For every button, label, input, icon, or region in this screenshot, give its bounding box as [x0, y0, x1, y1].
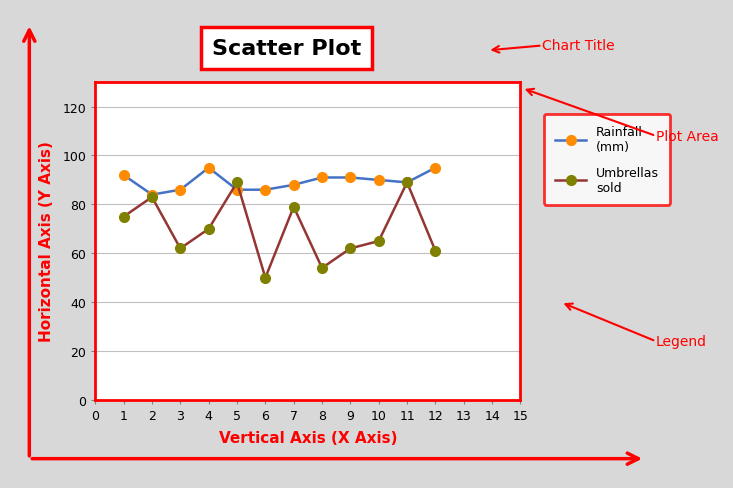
Rainfall
(mm): [119, 173, 128, 179]
Umbrellas
sold: [205, 226, 213, 232]
Umbrellas
sold: [119, 214, 128, 220]
Umbrellas
sold: [290, 204, 298, 210]
Y-axis label: Horizontal Axis (Y Axis): Horizontal Axis (Y Axis): [39, 142, 54, 342]
Rainfall
(mm): [147, 192, 156, 198]
Umbrellas
sold: [232, 180, 241, 186]
Umbrellas
sold: [402, 180, 411, 186]
Text: Legend: Legend: [656, 335, 707, 348]
Legend: Rainfall
(mm), Umbrellas
sold: Rainfall (mm), Umbrellas sold: [544, 115, 671, 205]
Umbrellas
sold: [147, 195, 156, 201]
Umbrellas
sold: [176, 246, 185, 252]
Rainfall
(mm): [261, 187, 270, 193]
Rainfall
(mm): [176, 187, 185, 193]
Rainfall
(mm): [431, 165, 440, 171]
Umbrellas
sold: [346, 246, 355, 252]
Rainfall
(mm): [232, 187, 241, 193]
X-axis label: Vertical Axis (X Axis): Vertical Axis (X Axis): [218, 430, 397, 446]
Text: Chart Title: Chart Title: [542, 40, 615, 53]
Umbrellas
sold: [431, 248, 440, 254]
Rainfall
(mm): [290, 183, 298, 188]
Umbrellas
sold: [317, 265, 326, 271]
Rainfall
(mm): [346, 175, 355, 181]
Umbrellas
sold: [375, 239, 383, 244]
Rainfall
(mm): [317, 175, 326, 181]
Line: Rainfall
(mm): Rainfall (mm): [119, 163, 441, 200]
Text: Plot Area: Plot Area: [656, 130, 719, 143]
Text: Scatter Plot: Scatter Plot: [212, 39, 361, 59]
Line: Umbrellas
sold: Umbrellas sold: [119, 178, 441, 283]
Rainfall
(mm): [205, 165, 213, 171]
Rainfall
(mm): [375, 178, 383, 183]
Rainfall
(mm): [402, 180, 411, 186]
Umbrellas
sold: [261, 275, 270, 281]
